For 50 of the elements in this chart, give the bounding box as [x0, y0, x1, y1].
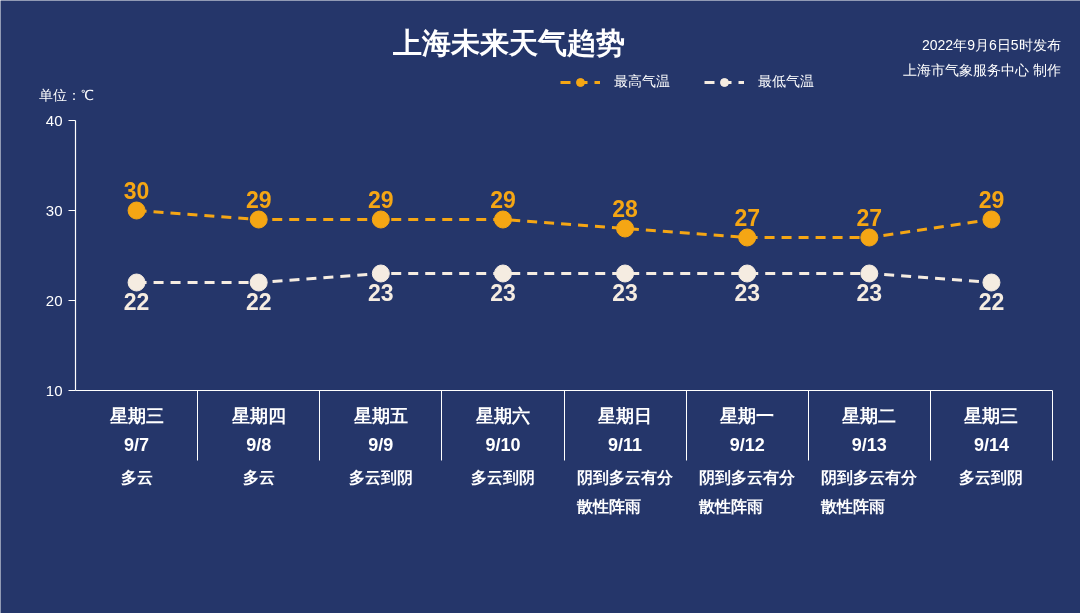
data-label: 27 [734, 204, 760, 231]
y-tick-label: 10 [45, 381, 63, 399]
x-tick-label: 星期二 9/13 阴到多云有分散性阵雨 [820, 405, 919, 515]
text: 2022年9月6日5时发布 [922, 36, 1061, 53]
text: 上海市气象服务中心 制作 [902, 61, 1061, 78]
data-label: 29 [245, 186, 272, 213]
x-tick-label: 星期三 9/7 多云 [108, 405, 164, 486]
point [738, 228, 757, 247]
data-label: 28 [612, 195, 639, 222]
y-tick-label: 40 [45, 111, 63, 129]
point [860, 264, 879, 283]
data-label: 22 [123, 288, 150, 315]
y-axis-title: 单位：℃ [38, 86, 94, 103]
data-label: 23 [612, 279, 638, 306]
x-tick-label: 星期日 9/11 阴到多云有分散性阵雨 [576, 405, 675, 515]
point [738, 264, 757, 283]
point [493, 210, 512, 229]
y-tick-label: 30 [45, 201, 63, 219]
legend-label: 最高气温 [614, 73, 670, 91]
data-label: 29 [978, 186, 1005, 213]
data-label: 30 [123, 177, 150, 204]
data-label: 23 [368, 279, 394, 306]
y-tick-label: 20 [45, 291, 63, 309]
point [616, 264, 635, 283]
point [860, 228, 879, 247]
data-label: 23 [856, 279, 883, 306]
data-label: 22 [978, 288, 1005, 315]
data-label: 22 [245, 288, 272, 315]
point [982, 273, 1001, 292]
point [127, 273, 146, 292]
point [371, 264, 390, 283]
x-tick-label: 星期四 9/8 多云 [230, 405, 286, 486]
x-tick-label: 星期一 9/12 阴到多云有分散性阵雨 [698, 405, 797, 515]
x-tick-label: 星期五 9/9 多云到阴 [348, 405, 413, 486]
legend-label: 最低气温 [758, 73, 814, 91]
data-label: 27 [856, 204, 883, 231]
point [371, 210, 390, 229]
data-label: 23 [490, 279, 516, 306]
data-label: 23 [734, 279, 760, 306]
data-label: 29 [368, 186, 394, 213]
chart-title: 上海未来天气趋势 [391, 26, 625, 59]
data-label: 29 [490, 186, 516, 213]
point [493, 264, 512, 283]
point [249, 273, 268, 292]
x-tick-label: 星期六 9/10 多云到阴 [470, 405, 535, 486]
point [127, 201, 146, 220]
point [616, 219, 635, 238]
point [249, 210, 268, 229]
x-tick-label: 星期三 9/14 多云到阴 [959, 405, 1024, 486]
point [982, 210, 1001, 229]
